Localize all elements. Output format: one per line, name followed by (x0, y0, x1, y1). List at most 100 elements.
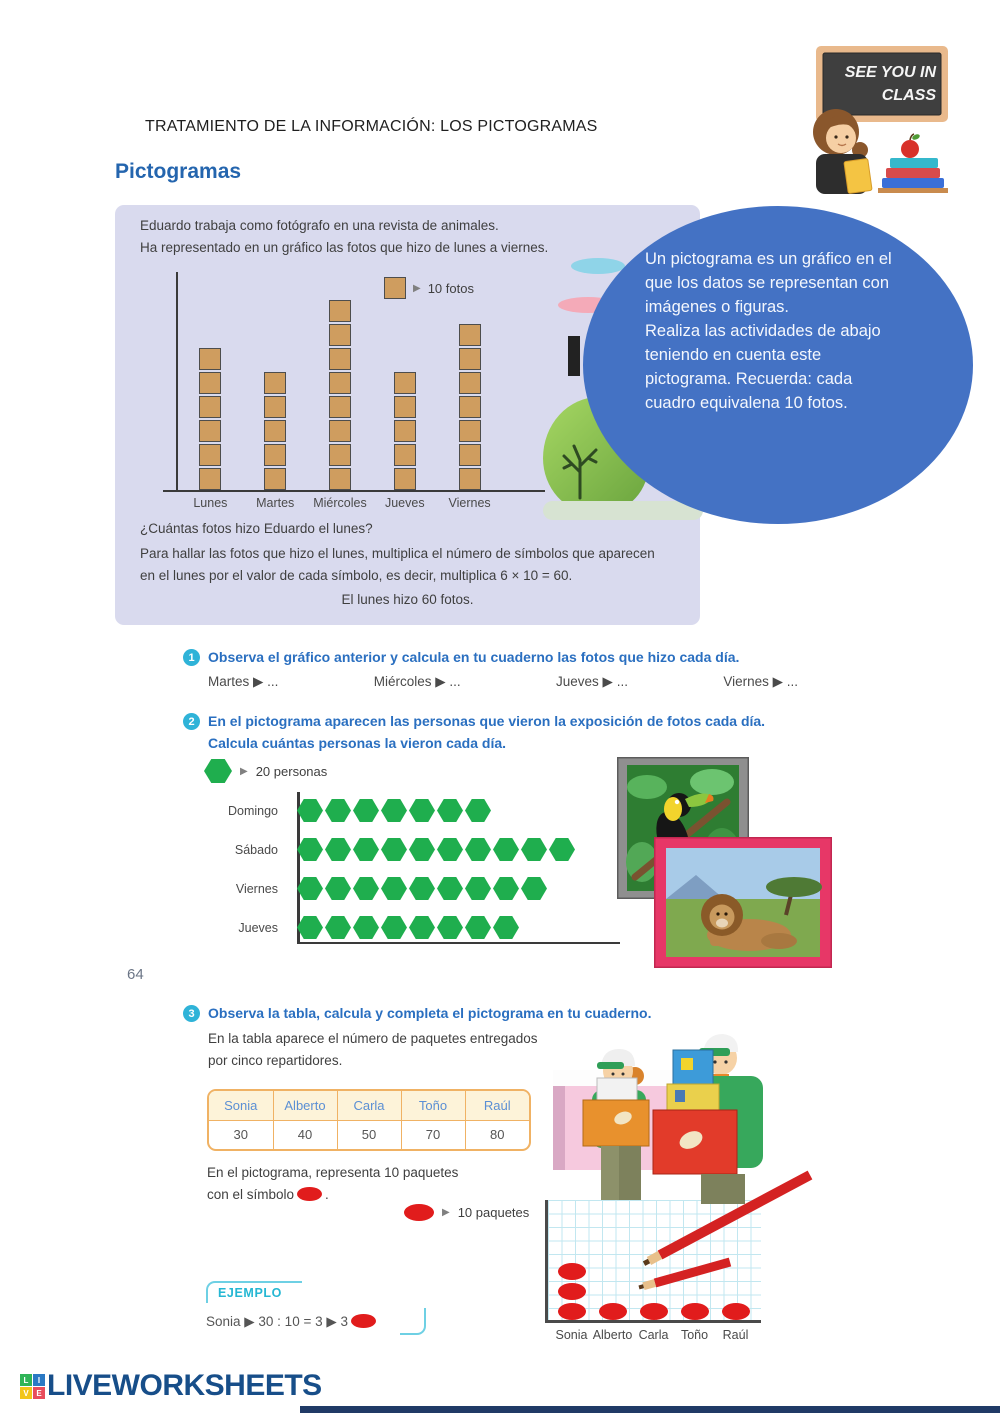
row-symbols (297, 877, 547, 900)
logo-tile-v: V (20, 1387, 32, 1399)
red-pencils (638, 1170, 813, 1291)
question3-sub1: En la tabla aparece el número de paquete… (208, 1031, 538, 1046)
row-symbols (297, 838, 575, 861)
person-symbol (465, 916, 491, 939)
person-symbol (549, 838, 575, 861)
person-symbol (353, 877, 379, 900)
pictogram-column-raúl (715, 1303, 756, 1320)
instruction2-period: . (325, 1187, 329, 1202)
person-symbol (325, 916, 351, 939)
photo-symbol (328, 324, 351, 346)
photos-legend-label: 10 fotos (427, 280, 474, 296)
axis-category-label: Viernes (448, 496, 491, 510)
photos-chart-y-axis (176, 272, 178, 492)
person-symbol (297, 838, 323, 861)
arrow-icon: ▶ (442, 1207, 450, 1218)
person-symbol (437, 838, 463, 861)
photo-symbol (264, 444, 287, 466)
axis-category-label: Martes (256, 496, 295, 510)
pictogram-column-carla (633, 1303, 674, 1320)
photo-symbol (328, 468, 351, 490)
question3-sub2: por cinco repartidores. (208, 1053, 343, 1068)
persons-legend: ▶ 20 personas (204, 759, 327, 783)
intro-line1: Eduardo trabaja como fotógrafo en una re… (140, 218, 499, 233)
packages-table-value-row: 30 40 50 70 80 (209, 1120, 529, 1149)
person-symbol (437, 877, 463, 900)
pictogram-column-jueves (372, 372, 437, 490)
axis-category-label: Raúl (722, 1328, 749, 1342)
package-symbol (557, 1283, 586, 1300)
photo-symbol (393, 372, 416, 394)
person-symbol (437, 916, 463, 939)
pictogram3-instruction2: con el símbolo. (207, 1187, 329, 1202)
board-text-line1: SEE YOU IN (845, 64, 937, 81)
person-symbol (493, 838, 519, 861)
packages-table: Sonia Alberto Carla Toño Raúl 30 40 50 70 80 (207, 1089, 531, 1151)
bare-tree (562, 444, 598, 500)
axis-category-label: Toño (680, 1328, 709, 1342)
photo-symbol (328, 372, 351, 394)
panel-question: ¿Cuántas fotos hizo Eduardo el lunes? (140, 521, 373, 536)
photo-symbol (328, 444, 351, 466)
person-symbol (381, 799, 407, 822)
table-header-cell: Toño (400, 1091, 465, 1121)
person-symbol (297, 916, 323, 939)
person-symbol (297, 877, 323, 900)
packages-table-head-row: Sonia Alberto Carla Toño Raúl (209, 1091, 529, 1121)
photo-symbol (458, 444, 481, 466)
photos-chart-x-axis (163, 490, 545, 492)
photo-symbol (393, 420, 416, 442)
bottom-bar (300, 1406, 1000, 1413)
person-symbol (381, 916, 407, 939)
photo-symbol (199, 420, 222, 442)
person-symbol (381, 838, 407, 861)
pictogram-row-viernes: Viernes (200, 869, 575, 908)
pictogram-row-sábado: Sábado (200, 830, 575, 869)
table-value-cell: 40 (272, 1120, 337, 1149)
photo-symbol (458, 468, 481, 490)
panel-answer: El lunes hizo 60 fotos. (341, 592, 474, 607)
persons-chart-x-axis (297, 942, 620, 944)
photo-symbol-legend-icon (384, 277, 406, 299)
q1-answers-row: Martes ▶ ... Miércoles ▶ ... Jueves ▶ ... V… (208, 674, 798, 690)
logo-tile-e: E (33, 1387, 45, 1399)
photo-symbol (264, 396, 287, 418)
photo-symbol (199, 468, 222, 490)
table-header-cell: Carla (336, 1091, 401, 1121)
person-symbol (493, 877, 519, 900)
photo-symbol (393, 468, 416, 490)
person-symbol (521, 877, 547, 900)
package-symbol (721, 1303, 750, 1320)
table-value-cell: 50 (336, 1120, 401, 1149)
pictogram3-instruction1: En el pictograma, representa 10 paquetes (207, 1165, 459, 1180)
page-number: 64 (127, 966, 144, 983)
info-bubble: Un pictograma es un gráfico en el que lo… (583, 206, 973, 524)
package-symbol (557, 1263, 586, 1280)
logo-tile-l: L (20, 1374, 32, 1386)
delivery-people-illustration (545, 1022, 840, 1210)
blue-cloud (571, 258, 625, 274)
lion-photo (652, 835, 834, 973)
photo-symbol (458, 372, 481, 394)
photos-pictogram-labels: Lunes Martes Miércoles Jueves Viernes (178, 496, 503, 510)
bubble-paragraph1: Un pictograma es un gráfico en el que lo… (645, 250, 892, 316)
teacher-illustration: SEE YOU IN CLASS (790, 44, 950, 196)
photo-symbol (328, 300, 351, 322)
question2-text-line1: En el pictograma aparecen las personas q… (208, 713, 766, 729)
person-symbol (437, 799, 463, 822)
row-symbols (297, 799, 491, 822)
question3-text: Observa la tabla, calcula y completa el … (208, 1005, 652, 1021)
axis-category-label: Sonia (555, 1328, 588, 1342)
question2-number: 2 (183, 713, 200, 730)
package-symbol-icon (350, 1314, 376, 1328)
photo-symbol (264, 468, 287, 490)
table-value-cell: 30 (233, 1127, 248, 1143)
package-symbol-legend-icon (404, 1204, 434, 1221)
ejemplo-label: EJEMPLO (218, 1286, 282, 1300)
panel-explain2: en el lunes por el valor de cada símbolo… (140, 568, 573, 583)
apple-icon (901, 140, 919, 158)
person-symbol (353, 799, 379, 822)
intro-line2: Ha representado en un gráfico las fotos … (140, 240, 549, 255)
